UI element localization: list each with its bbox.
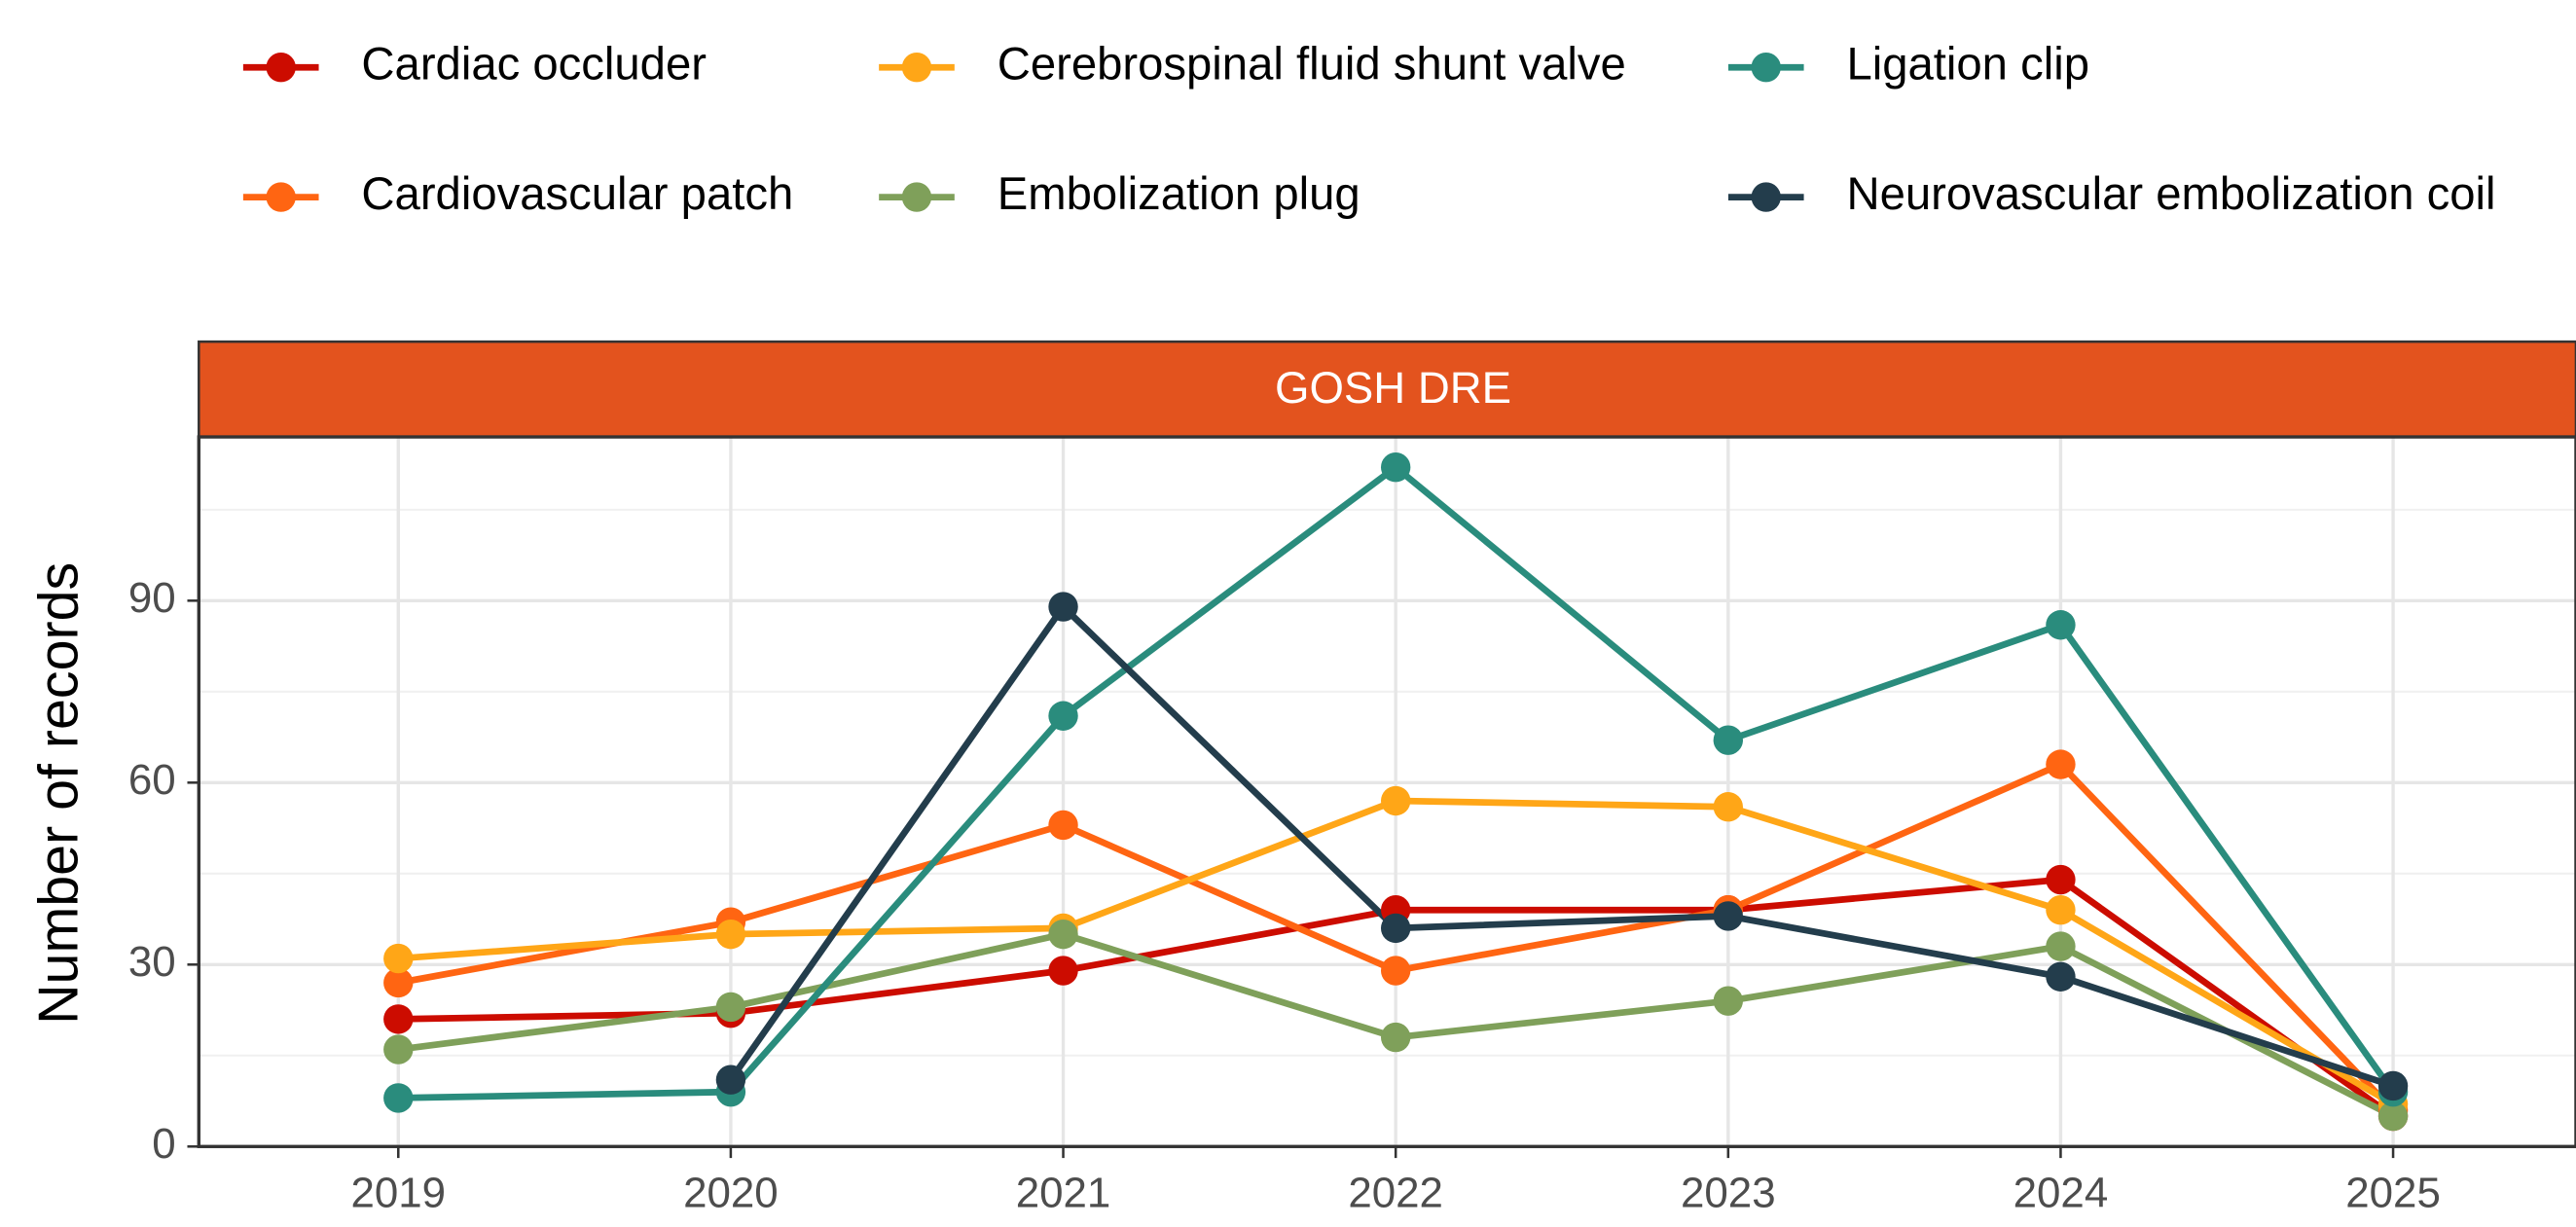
- data-point: [1380, 785, 1411, 816]
- data-point: [383, 1083, 414, 1113]
- x-tick-label: 2021: [1016, 1170, 1111, 1217]
- data-point: [1048, 592, 1078, 622]
- data-point: [1713, 792, 1743, 822]
- legend-label: Embolization plug: [998, 168, 1361, 220]
- data-point: [1380, 452, 1411, 483]
- series-line: [728, 603, 2395, 1090]
- y-axis-title: Number of records: [27, 562, 90, 1025]
- data-point: [383, 1004, 414, 1034]
- x-tick-label: 2019: [350, 1170, 446, 1217]
- legend-key-point: [901, 182, 932, 212]
- x-tick-label: 2024: [2014, 1170, 2109, 1217]
- data-point: [1380, 956, 1411, 986]
- legend-label: Neurovascular embolization coil: [1846, 168, 2495, 220]
- x-tick-label: 2023: [1681, 1170, 1776, 1217]
- data-point: [1713, 986, 1743, 1016]
- legend-label: Ligation clip: [1846, 39, 2089, 90]
- legend-key-point: [1751, 53, 1781, 83]
- data-point: [383, 943, 414, 974]
- data-point: [715, 919, 746, 950]
- x-tick-label: 2025: [2345, 1170, 2441, 1217]
- data-point: [383, 1034, 414, 1065]
- data-point: [2046, 961, 2076, 992]
- x-tick-label: 2020: [683, 1170, 779, 1217]
- data-point: [2046, 749, 2076, 779]
- data-point: [1048, 810, 1078, 841]
- legend-label: Cardiac occluder: [361, 39, 707, 90]
- data-point: [2377, 1101, 2409, 1132]
- data-point: [383, 967, 414, 998]
- facet-title: GOSH DRE: [1275, 363, 1511, 413]
- legend-key-point: [266, 182, 296, 212]
- y-tick-label: 90: [128, 574, 176, 622]
- y-tick-label: 60: [128, 756, 176, 804]
- legend-key-point: [1751, 182, 1781, 212]
- x-tick-label: 2022: [1348, 1170, 1443, 1217]
- legend-key-point: [266, 53, 296, 83]
- data-point: [1048, 701, 1078, 731]
- data-point: [1713, 901, 1743, 931]
- data-point: [1380, 913, 1411, 944]
- data-point: [2046, 931, 2076, 961]
- data-point: [2046, 864, 2076, 895]
- legend-key-point: [901, 53, 932, 83]
- data-point: [715, 992, 746, 1023]
- data-point: [2377, 1070, 2409, 1101]
- y-tick-label: 0: [152, 1120, 175, 1168]
- legend-label: Cardiovascular patch: [361, 168, 793, 220]
- data-point: [1380, 1022, 1411, 1053]
- legend-label: Cerebrospinal fluid shunt valve: [998, 39, 1626, 90]
- facet-strip: [198, 340, 2576, 439]
- data-point: [715, 1065, 746, 1095]
- data-point: [1713, 725, 1743, 755]
- data-point: [2046, 895, 2076, 925]
- data-point: [2046, 610, 2076, 640]
- data-point: [1048, 919, 1078, 950]
- y-tick-label: 30: [128, 938, 176, 986]
- data-point: [1048, 956, 1078, 986]
